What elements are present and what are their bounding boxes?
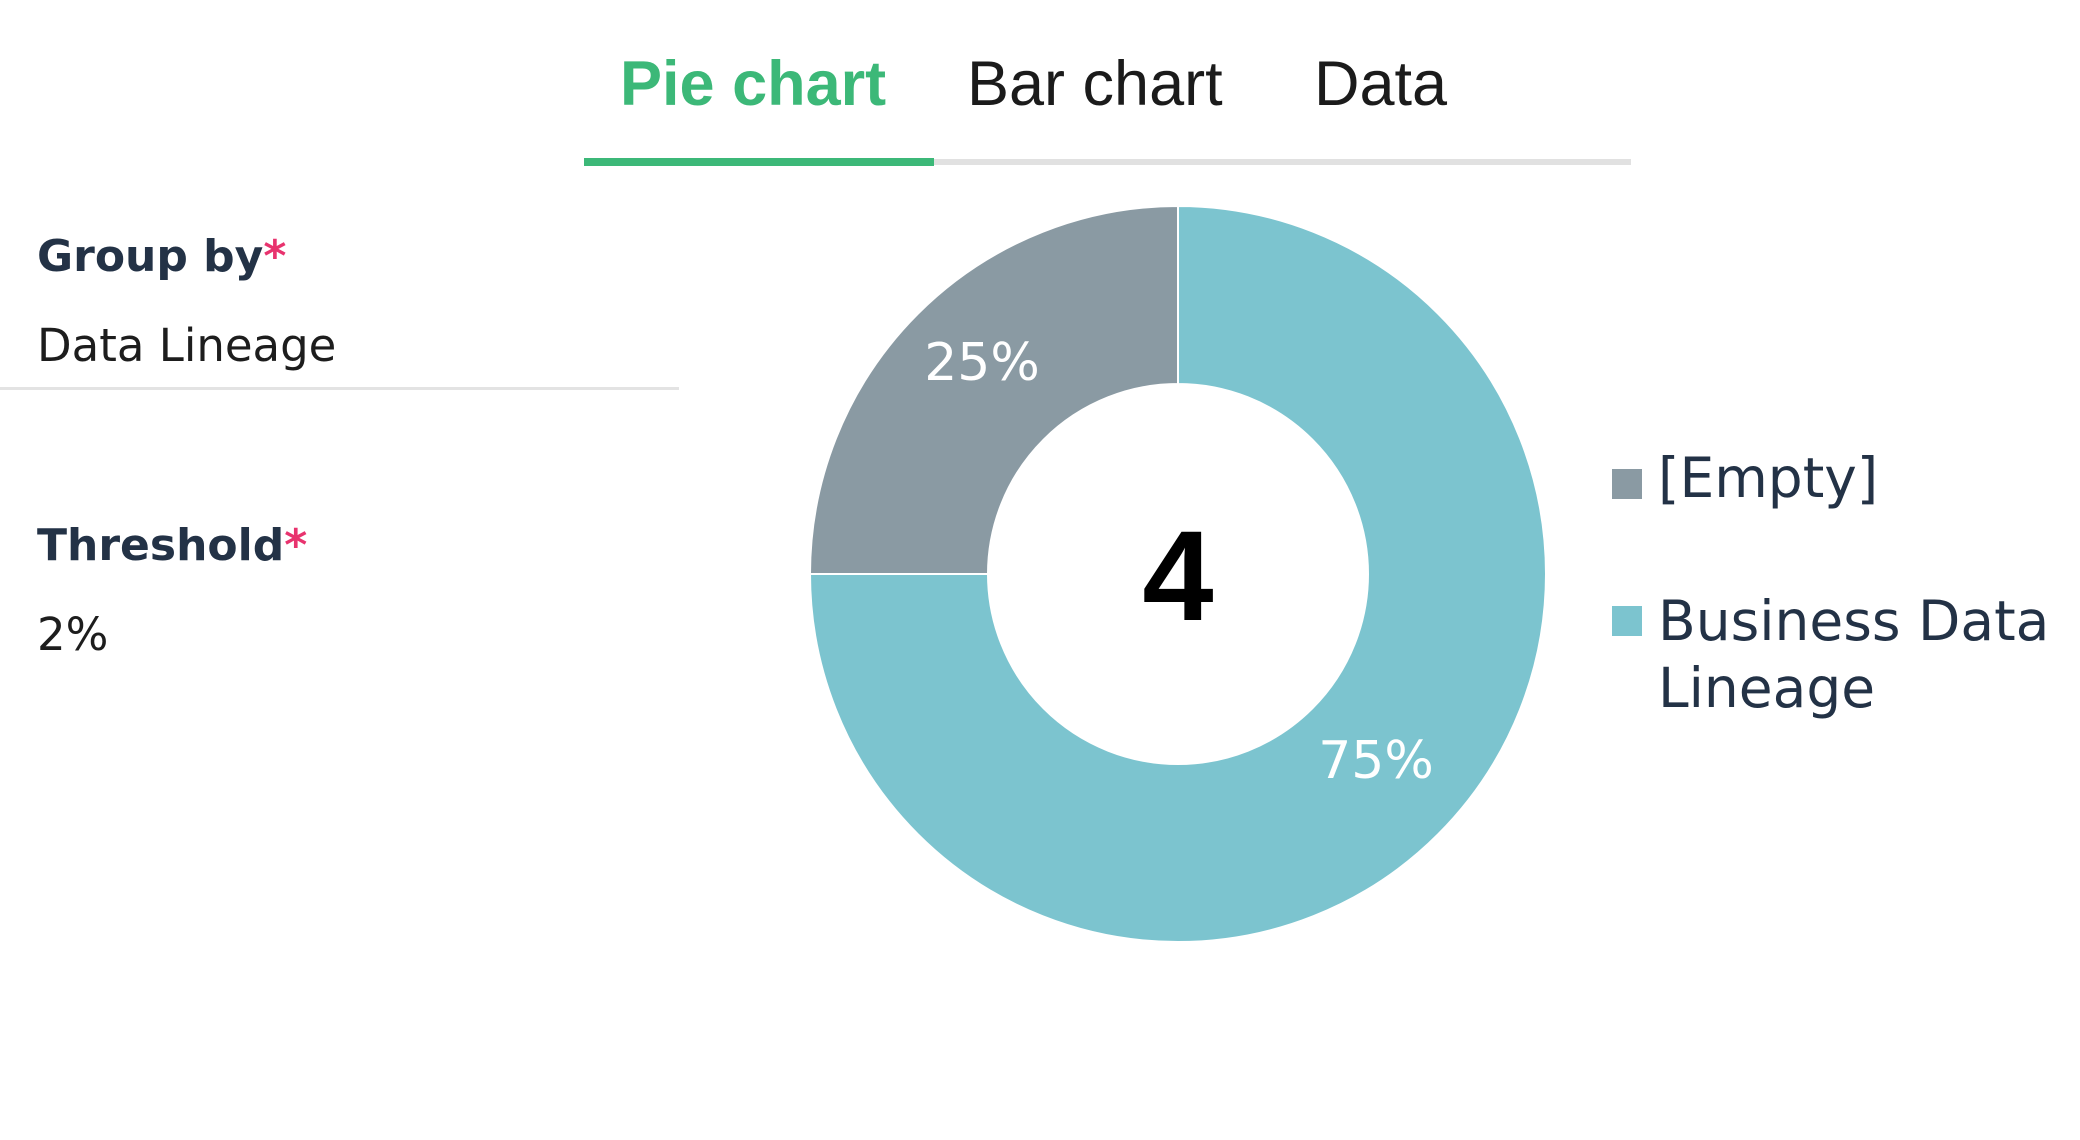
threshold-label: Threshold* bbox=[37, 518, 307, 574]
tab-bar-chart[interactable]: Bar chart bbox=[967, 49, 1223, 119]
group-by-value[interactable]: Data Lineage bbox=[37, 319, 337, 372]
legend-label: [Empty] bbox=[1658, 446, 1879, 510]
legend-swatch bbox=[1612, 469, 1642, 499]
tab-track bbox=[584, 159, 1631, 165]
group-by-label: Group by* bbox=[37, 229, 286, 285]
threshold-label-text: Threshold bbox=[37, 520, 285, 571]
legend-swatch bbox=[1612, 606, 1642, 636]
legend-item-business-data-lineage[interactable]: Business Data Lineage bbox=[1612, 588, 2072, 722]
data-label-business-data-lineage: 75% bbox=[1318, 731, 1434, 791]
tab-data[interactable]: Data bbox=[1314, 49, 1448, 119]
group-by-label-text: Group by bbox=[37, 231, 264, 282]
group-by-divider bbox=[0, 387, 679, 390]
chart-tabs: Pie chart Bar chart Data bbox=[584, 0, 1631, 168]
required-asterisk: * bbox=[284, 520, 308, 571]
required-asterisk: * bbox=[263, 231, 287, 282]
threshold-value[interactable]: 2% bbox=[37, 608, 109, 661]
center-total: 4 bbox=[1142, 505, 1213, 648]
data-label-empty: 25% bbox=[924, 333, 1040, 393]
tab-pie-chart[interactable]: Pie chart bbox=[620, 49, 887, 119]
legend-item-empty[interactable]: [Empty] bbox=[1612, 445, 2072, 512]
tab-active-indicator bbox=[584, 158, 934, 166]
legend-label: Business Data Lineage bbox=[1658, 589, 2050, 720]
pie-slice-business-data-lineage[interactable] bbox=[808, 204, 1547, 943]
pie-slice-empty[interactable] bbox=[808, 204, 1179, 575]
